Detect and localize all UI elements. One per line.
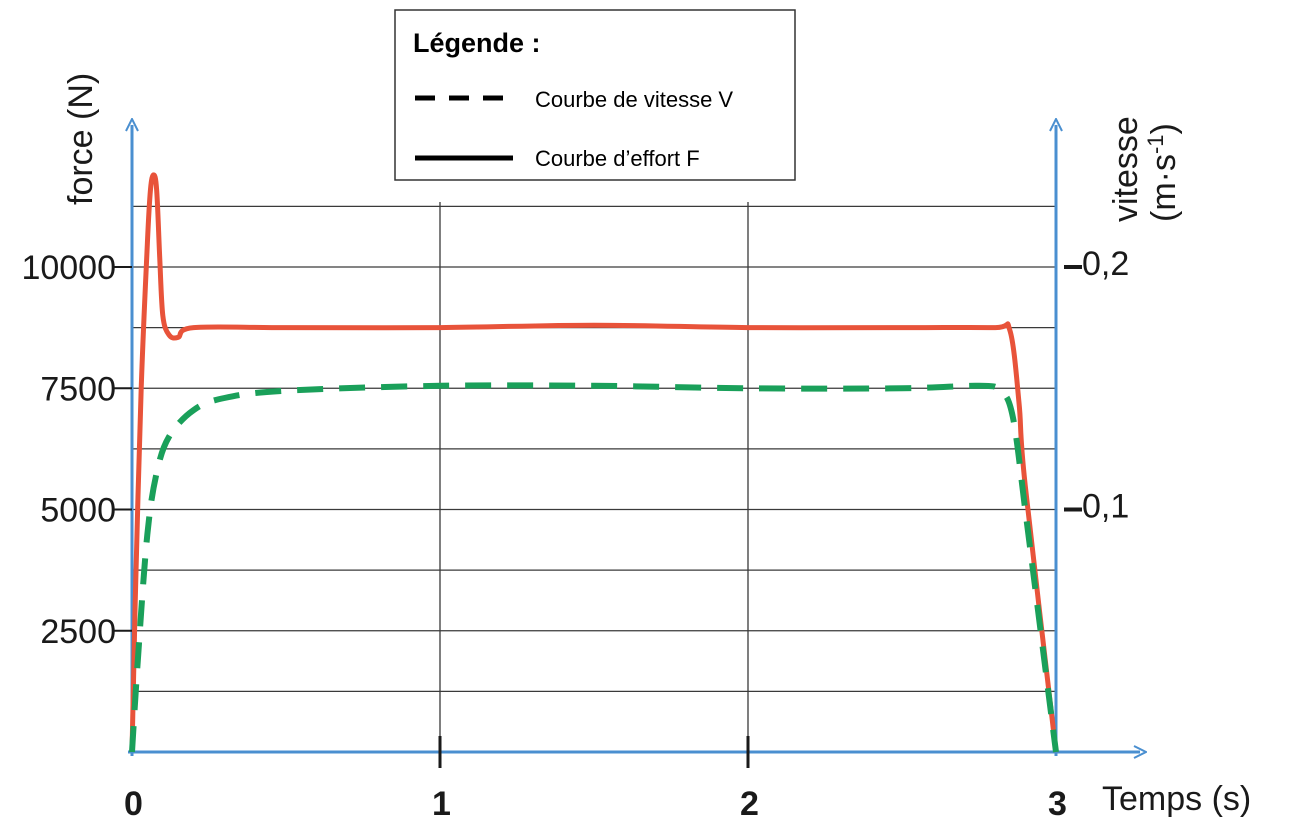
y-right-tick-label: 0,2: [1082, 245, 1129, 283]
legend-entry-effort: Courbe d’effort F: [535, 146, 700, 171]
y-left-tick-label: 7500: [40, 370, 116, 408]
y-right-axis-unit-suffix: ): [1145, 123, 1183, 134]
x-tick-label: 3: [1048, 785, 1067, 821]
y-right-axis-unit-sup: -1: [1143, 134, 1168, 154]
series-line-force: [129, 172, 1059, 753]
y-left-tick-label: 2500: [40, 613, 116, 651]
x-tick-label: 1: [432, 785, 451, 821]
legend-box: [394, 9, 796, 181]
ticks: 0 1 2 3 2500 5000 7500 10000 0,1 0,2: [21, 245, 1129, 821]
y-right-tick-label: 0,1: [1082, 488, 1129, 526]
y-left-axis-title: force (N): [62, 73, 100, 205]
axes: [128, 125, 1140, 756]
y-left-tick-label: 10000: [21, 249, 116, 287]
legend: Légende : Courbe de vitesse V Courbe d’e…: [394, 9, 796, 181]
legend-title: Légende :: [413, 28, 541, 58]
grid: [132, 202, 1056, 752]
y-right-axis-unit-prefix: (m·s: [1145, 154, 1183, 222]
y-right-axis-title-line2: (m·s-1): [1143, 123, 1183, 222]
x-tick-label: 2: [740, 785, 759, 821]
series-line-vitesse: [129, 382, 1059, 753]
legend-entry-vitesse: Courbe de vitesse V: [535, 87, 733, 112]
series: [129, 172, 1059, 753]
x-axis-title: Temps (s): [1102, 780, 1251, 818]
y-left-tick-label: 5000: [40, 492, 116, 530]
y-right-axis-title-line1: vitesse: [1107, 116, 1145, 222]
x-tick-label: 0: [124, 785, 143, 821]
